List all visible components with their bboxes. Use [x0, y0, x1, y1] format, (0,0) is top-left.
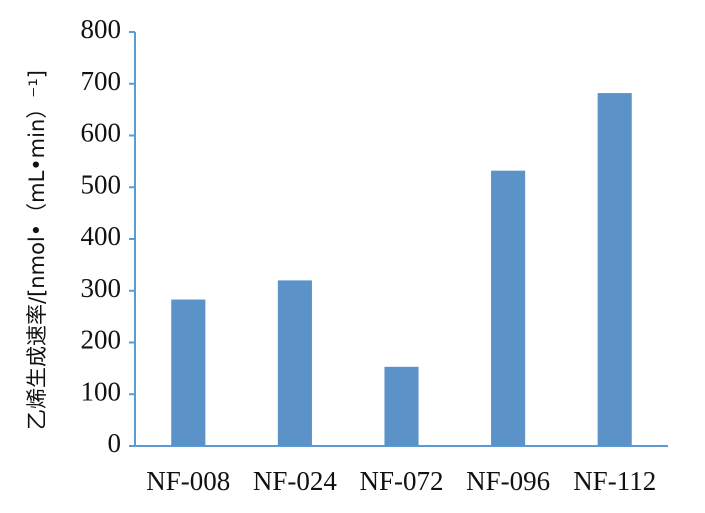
x-tick-label: NF-072 — [359, 466, 443, 496]
y-tick-label: 700 — [81, 66, 122, 96]
y-tick-label: 800 — [81, 14, 122, 44]
y-tick-label: 600 — [81, 118, 122, 148]
bar — [277, 280, 312, 446]
y-tick-label: 500 — [81, 169, 122, 199]
x-tick-label: NF-112 — [573, 466, 656, 496]
x-tick-label: NF-008 — [146, 466, 230, 496]
bar — [384, 366, 419, 446]
bar — [491, 170, 526, 446]
y-tick-label: 100 — [81, 376, 122, 406]
y-tick-label: 400 — [81, 221, 122, 251]
y-axis-label: 乙烯生成速率/[nmol•（mL•min）⁻¹] — [25, 70, 49, 430]
x-tick-label: NF-024 — [253, 466, 338, 496]
bar — [171, 299, 206, 446]
y-tick-label: 300 — [81, 273, 122, 303]
x-tick-label: NF-096 — [466, 466, 550, 496]
bar — [597, 93, 632, 446]
y-tick-label: 0 — [108, 428, 122, 458]
y-tick-label: 200 — [81, 325, 122, 355]
